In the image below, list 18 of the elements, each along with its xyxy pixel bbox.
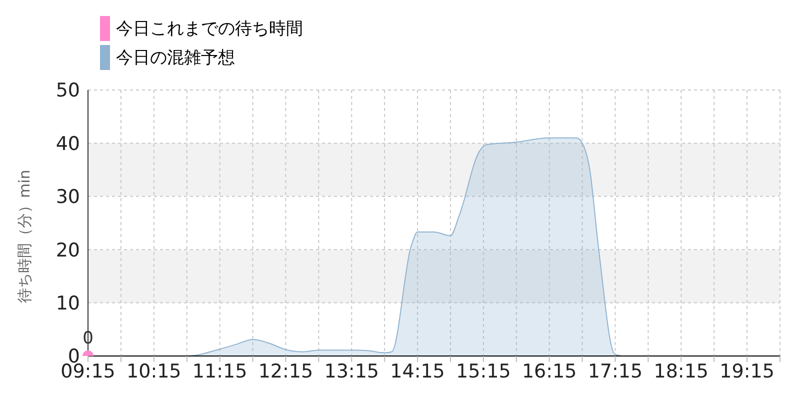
y-tick-label: 30 (56, 186, 80, 208)
x-tick-label: 18:15 (654, 360, 709, 382)
y-tick-label: 10 (56, 292, 80, 315)
x-tick-label: 11:15 (192, 360, 248, 382)
legend-label: 今日これまでの待ち時間 (116, 18, 303, 40)
x-tick-label: 10:15 (126, 360, 182, 382)
x-tick-label: 14:15 (390, 360, 445, 382)
y-axis-title: 待ち時間（分）min (15, 170, 34, 303)
x-tick-label: 13:15 (324, 360, 379, 382)
x-tick-label: 19:15 (720, 360, 774, 382)
x-tick-label: 15:15 (456, 360, 511, 382)
x-tick-label: 12:15 (258, 360, 314, 382)
x-tick-label: 17:15 (588, 360, 643, 382)
x-tick-label: 16:15 (522, 360, 577, 382)
y-tick-label: 40 (56, 132, 80, 155)
legend-label: 今日の混雑予想 (116, 47, 235, 69)
y-tick-label: 50 (56, 80, 80, 102)
y-tick-label: 20 (56, 239, 80, 262)
